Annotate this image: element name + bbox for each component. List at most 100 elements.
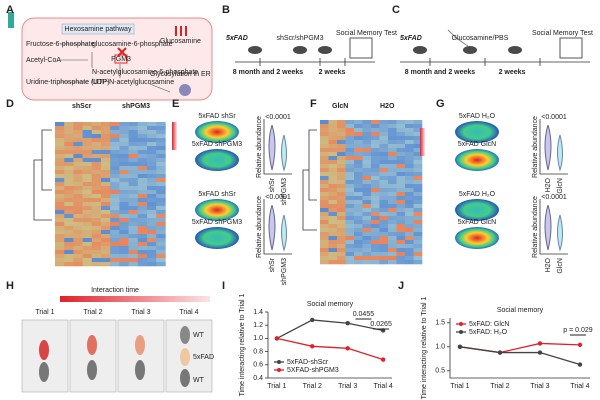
heat-cell xyxy=(147,226,157,231)
y-tick-label: 0.4 xyxy=(253,375,263,382)
heat-cell xyxy=(156,138,166,143)
heat-cell xyxy=(345,140,355,145)
heat-cell xyxy=(371,252,380,257)
heat-cell xyxy=(388,180,397,185)
heat-cell xyxy=(110,214,120,219)
violin-axis xyxy=(539,199,568,255)
heat-cell xyxy=(119,230,129,235)
heat-cell xyxy=(82,162,93,167)
heat-cell xyxy=(119,234,129,239)
panel-label: F xyxy=(310,98,317,110)
heat-cell xyxy=(371,132,380,137)
heat-cell xyxy=(379,252,389,257)
heat-cell xyxy=(379,172,389,177)
heat-cell xyxy=(82,226,93,231)
glycosylation-label: Glycosylation in ER xyxy=(150,71,211,78)
heat-cell xyxy=(405,176,414,181)
heat-cell xyxy=(110,166,120,171)
age-label: 8 month and 2 weeks xyxy=(233,69,304,76)
ylabel: Relative abundance xyxy=(256,196,263,258)
heat-cell xyxy=(345,200,355,205)
heat-cell xyxy=(405,228,414,233)
heat-cell xyxy=(101,186,111,191)
heat-cell xyxy=(73,190,83,195)
heat-cell xyxy=(388,144,397,149)
heat-cell xyxy=(119,186,129,191)
heat-cell xyxy=(405,140,414,145)
heat-cell xyxy=(91,246,102,251)
heat-cell xyxy=(396,204,406,209)
heat-cell xyxy=(82,126,93,131)
heat-cell xyxy=(82,258,93,263)
heat-cell xyxy=(362,148,372,153)
heat-cell xyxy=(147,238,157,243)
heat-cell xyxy=(55,258,65,263)
mice xyxy=(248,46,522,54)
heat-cell xyxy=(328,184,338,189)
heat-cell xyxy=(156,166,166,171)
dendrogram xyxy=(33,129,52,221)
test-label: Social Memory Test xyxy=(532,30,593,37)
heat-cell xyxy=(82,130,93,135)
heat-cell xyxy=(119,246,129,251)
heat-cell xyxy=(345,144,355,149)
y-tick-label: 0.8 xyxy=(253,348,263,355)
heat-cell xyxy=(379,220,389,225)
heat-cell xyxy=(128,130,139,135)
heat-cell xyxy=(91,158,102,163)
heat-cell xyxy=(64,254,74,259)
heat-cell xyxy=(345,152,355,157)
heat-cell xyxy=(413,168,423,173)
heat-cell xyxy=(119,150,129,155)
heat-cell xyxy=(110,222,120,227)
heat-cell xyxy=(110,122,120,127)
heat-cell xyxy=(156,234,166,239)
heat-cell xyxy=(147,234,157,239)
heat-cell xyxy=(396,196,406,201)
heat-cell xyxy=(82,198,93,203)
heat-cell xyxy=(396,184,406,189)
heat-cell xyxy=(354,172,363,177)
heat-cell xyxy=(91,162,102,167)
cell xyxy=(21,17,213,101)
heat-cell xyxy=(379,212,389,217)
heat-cell xyxy=(388,252,397,257)
heat-cell xyxy=(388,188,397,193)
violin xyxy=(557,134,563,172)
p-value: <0.0001 xyxy=(541,194,567,201)
heat-cell xyxy=(137,142,148,147)
heat-cell xyxy=(137,178,148,183)
heat-cell xyxy=(64,174,74,179)
heat-cell xyxy=(328,208,338,213)
heat-cell xyxy=(320,136,329,141)
heat-cell xyxy=(156,126,166,131)
heat-cell xyxy=(337,156,346,161)
heat-cell xyxy=(147,150,157,155)
metabolite-label: N-acetylglucosamine-6-phosphate xyxy=(92,69,198,76)
heat-cell xyxy=(156,262,166,267)
heat-cell xyxy=(91,234,102,239)
heat-cell xyxy=(82,158,93,163)
heat-cell xyxy=(413,144,423,149)
heat-cell xyxy=(328,252,338,257)
heat-cell xyxy=(405,260,414,265)
heat-cell xyxy=(320,160,329,165)
heat-cell xyxy=(328,188,338,193)
heat-cell xyxy=(354,204,363,209)
heat-cell xyxy=(337,208,346,213)
heat-cell xyxy=(337,252,346,257)
heat-cell xyxy=(55,190,65,195)
heat-cell xyxy=(345,232,355,237)
heat-cell xyxy=(379,164,389,169)
heat-cell xyxy=(101,142,111,147)
heat-cell xyxy=(320,120,329,125)
heat-cell xyxy=(362,152,372,157)
heat-cell xyxy=(396,252,406,257)
heat-cell xyxy=(371,128,380,133)
heat-cell xyxy=(82,138,93,143)
heat-cell xyxy=(413,256,423,261)
heat-cell xyxy=(328,120,338,125)
heat-cell xyxy=(55,230,65,235)
point xyxy=(345,346,350,351)
heat-cell xyxy=(396,168,406,173)
